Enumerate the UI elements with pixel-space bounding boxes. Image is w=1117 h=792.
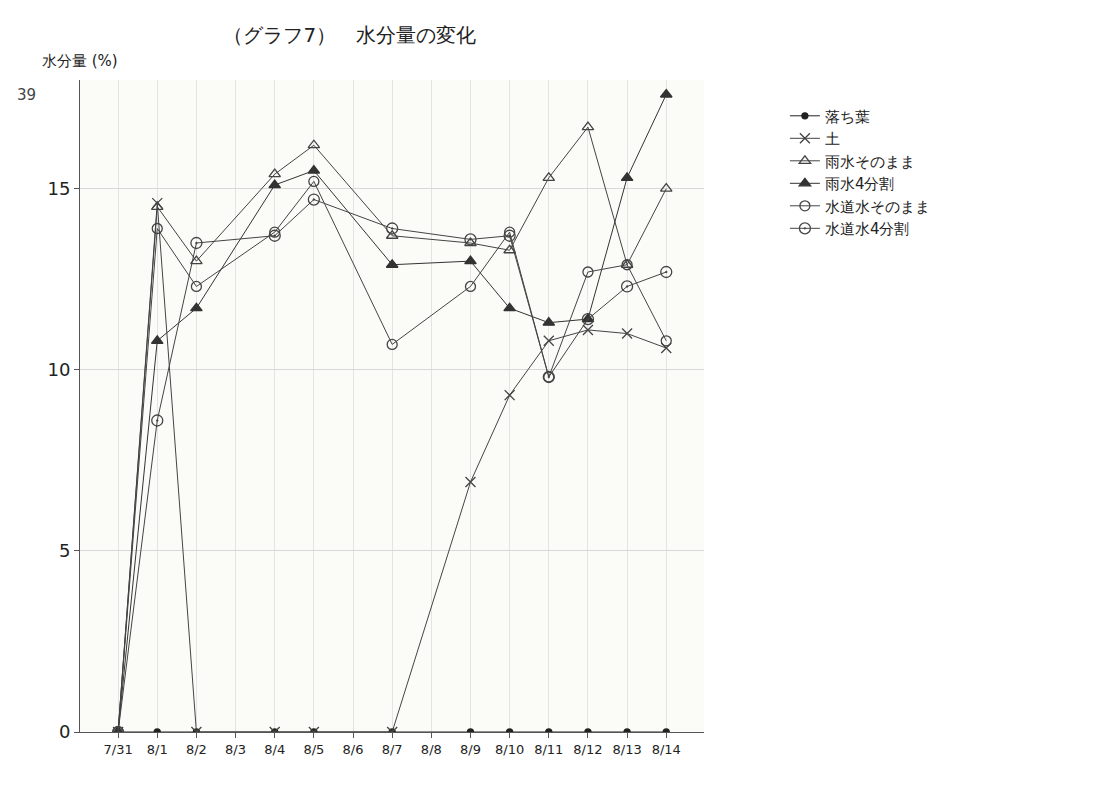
svg-text:落ち葉: 落ち葉 xyxy=(825,108,870,126)
svg-text:8/4: 8/4 xyxy=(264,742,285,757)
svg-text:8/13: 8/13 xyxy=(612,742,641,757)
svg-text:15: 15 xyxy=(47,178,70,199)
svg-text:土: 土 xyxy=(825,130,840,148)
svg-text:8/2: 8/2 xyxy=(186,742,207,757)
svg-text:（グラフ7） 水分量の変化: （グラフ7） 水分量の変化 xyxy=(223,23,476,47)
svg-text:8/9: 8/9 xyxy=(460,742,481,757)
svg-text:8/7: 8/7 xyxy=(382,742,403,757)
svg-text:8/1: 8/1 xyxy=(147,742,168,757)
svg-text:雨水4分割: 雨水4分割 xyxy=(825,175,895,193)
svg-text:8/6: 8/6 xyxy=(343,742,364,757)
svg-text:5: 5 xyxy=(59,540,70,561)
svg-text:水道水そのまま: 水道水そのまま xyxy=(825,198,930,216)
svg-text:8/8: 8/8 xyxy=(421,742,442,757)
svg-text:39: 39 xyxy=(17,86,36,104)
svg-text:8/3: 8/3 xyxy=(225,742,246,757)
svg-text:8/12: 8/12 xyxy=(573,742,602,757)
svg-text:7/31: 7/31 xyxy=(103,742,132,757)
svg-text:雨水そのまま: 雨水そのまま xyxy=(825,153,915,171)
svg-text:水道水4分割: 水道水4分割 xyxy=(825,220,910,238)
svg-text:10: 10 xyxy=(47,359,70,380)
svg-text:0: 0 xyxy=(59,721,70,742)
svg-text:8/10: 8/10 xyxy=(495,742,524,757)
svg-text:水分量 (%): 水分量 (%) xyxy=(42,52,118,70)
svg-text:8/5: 8/5 xyxy=(303,742,324,757)
svg-text:8/11: 8/11 xyxy=(534,742,563,757)
svg-text:8/14: 8/14 xyxy=(652,742,681,757)
